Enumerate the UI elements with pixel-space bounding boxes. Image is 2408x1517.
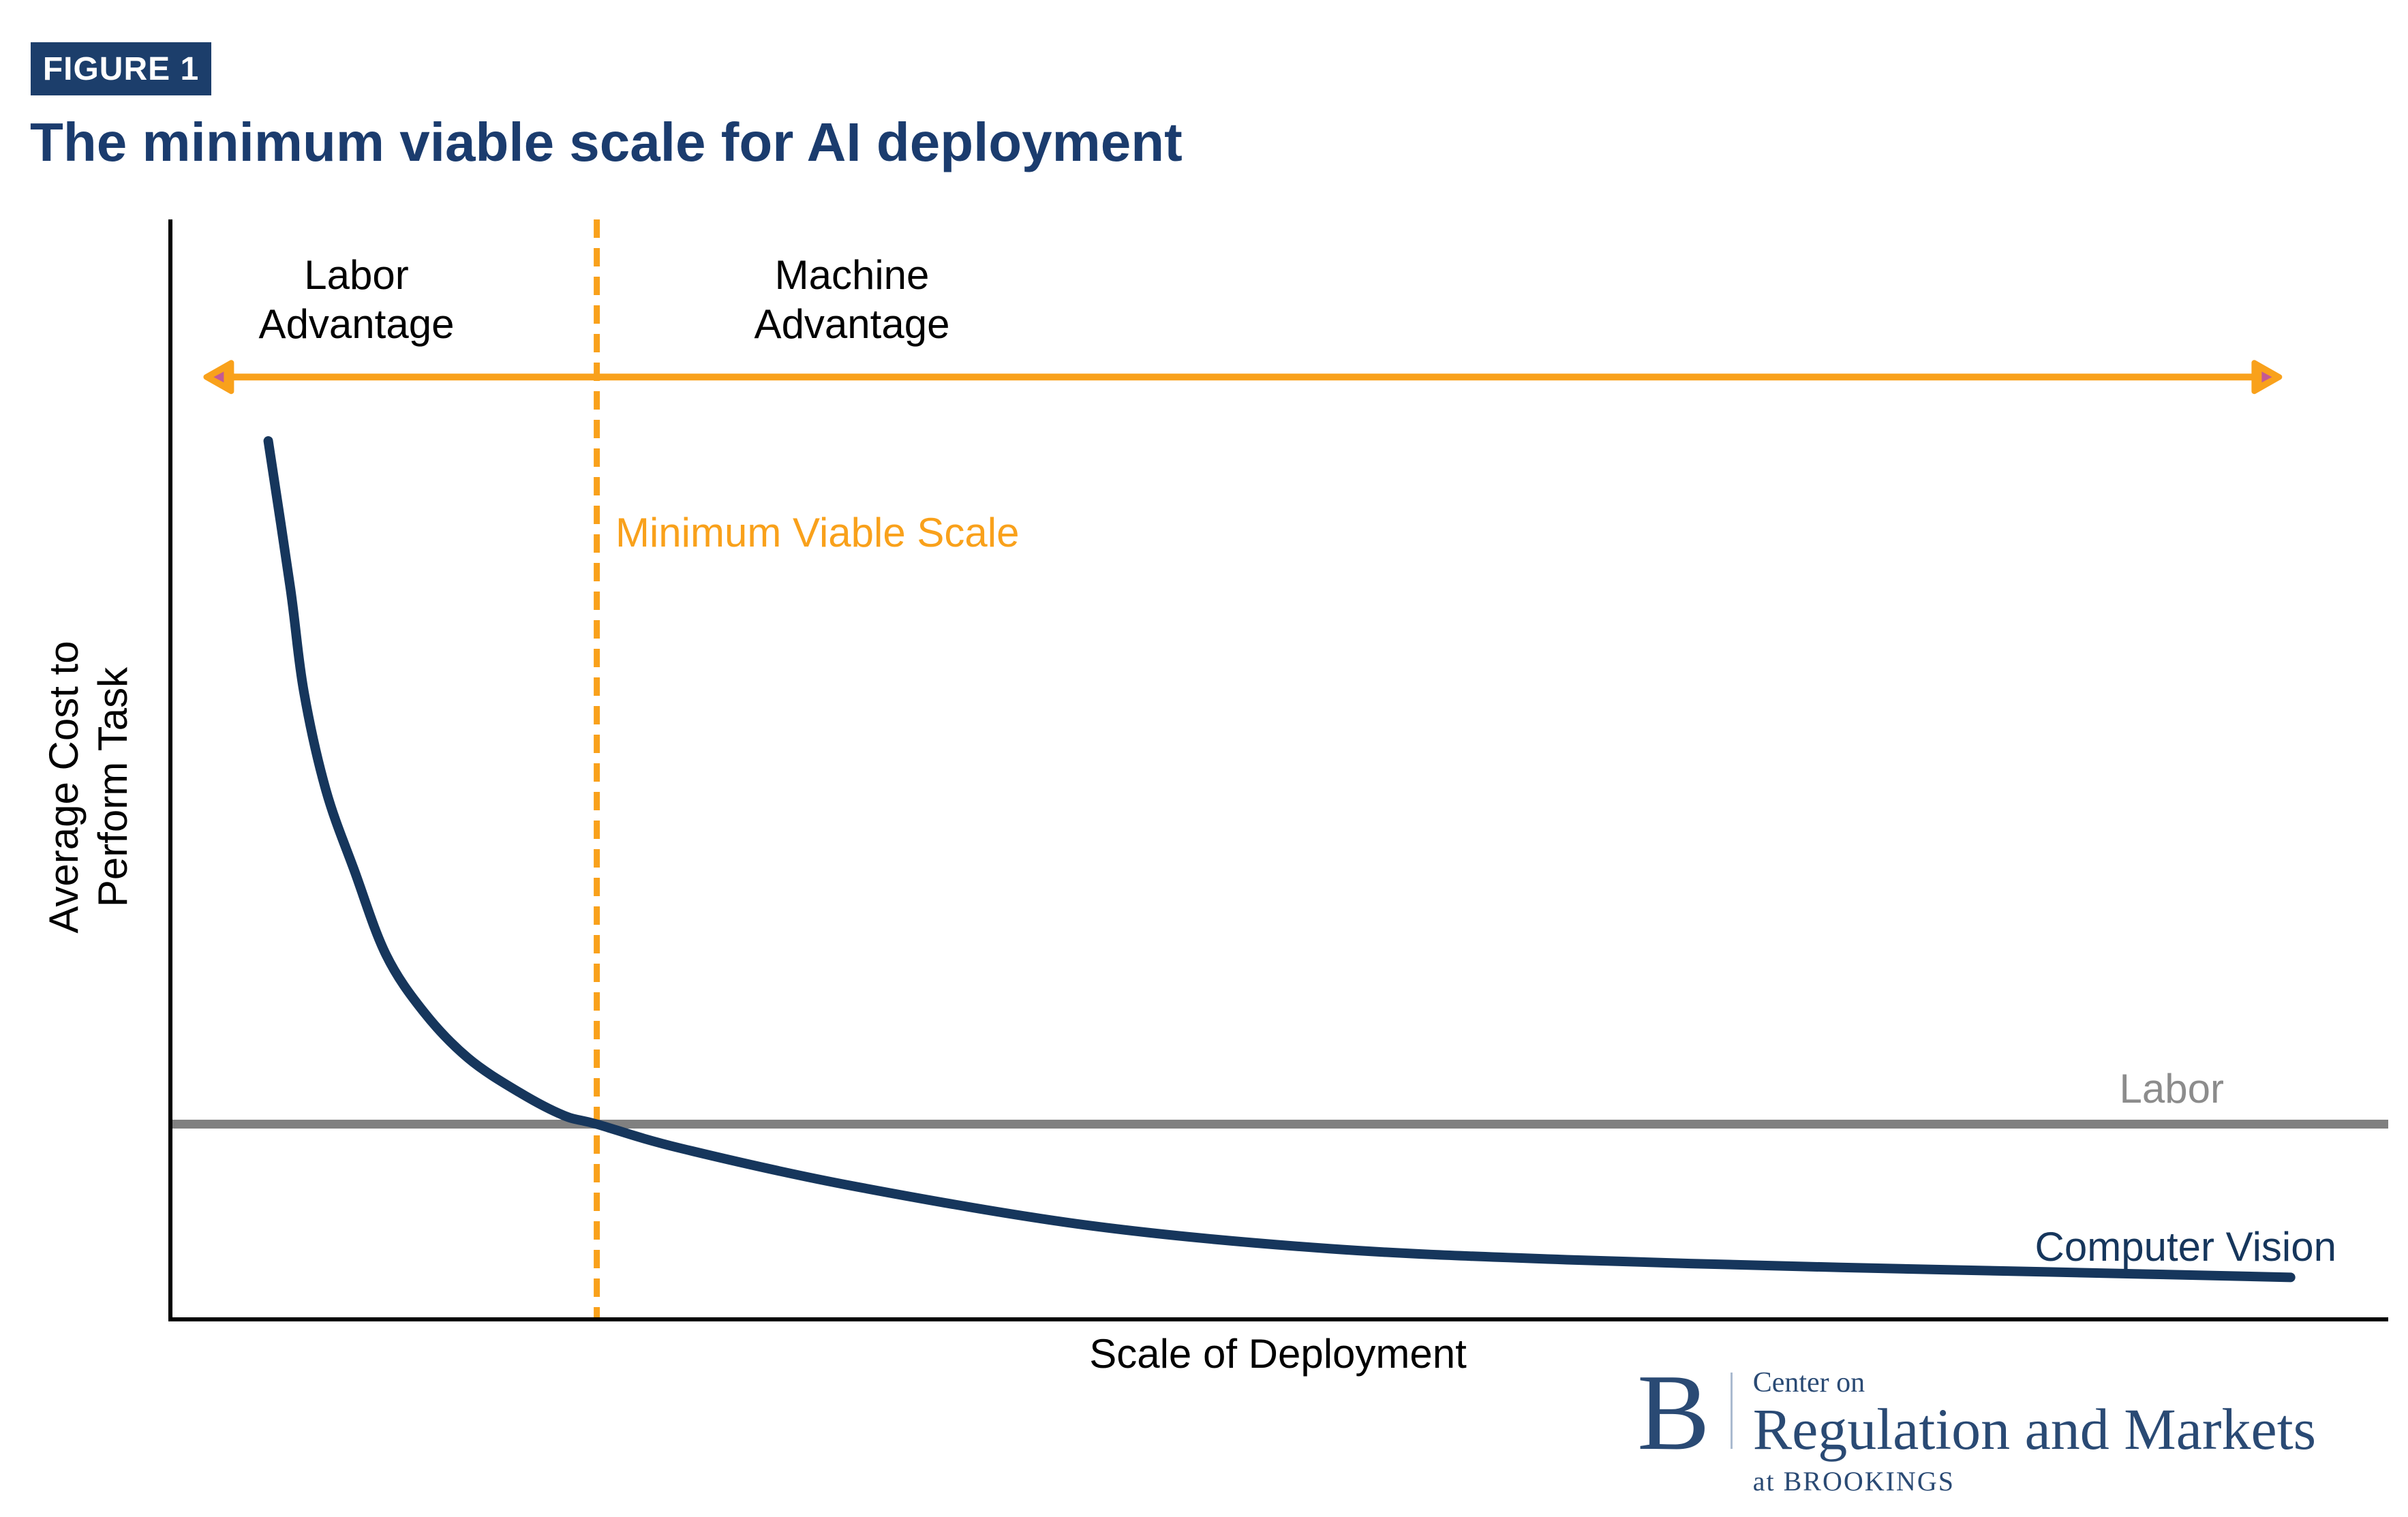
minimum-viable-scale-label: Minimum Viable Scale [615, 510, 1020, 555]
logo-divider [1730, 1373, 1733, 1449]
labor-advantage-label: Labor Advantage [258, 252, 455, 347]
computer-vision-label: Computer Vision [2034, 1224, 2336, 1270]
arrow-head-right-inner-icon [2261, 371, 2272, 383]
logo-center-on: Center on [1752, 1367, 1865, 1398]
plot-area: Labor Advantage Machine Advantage Minimu… [168, 219, 2388, 1321]
logo-at-brookings: at BROOKINGS [1752, 1466, 1955, 1497]
machine-advantage-label: Machine Advantage [754, 252, 950, 347]
computer-vision-cost-curve [263, 436, 2296, 1283]
labor-line-label: Labor [2119, 1066, 2224, 1112]
arrow-head-left-inner-icon [213, 371, 224, 383]
logo-b-initial: B [1637, 1351, 1710, 1473]
brookings-logo: B Center on Regulation and Markets at BR… [1637, 1351, 2316, 1495]
logo-text-block: Center on Regulation and Markets at BROO… [1753, 1364, 2316, 1495]
figure-tag-badge: FIGURE 1 [31, 42, 211, 95]
x-axis-label: Scale of Deployment [1089, 1331, 1467, 1377]
logo-regulation-and-markets: Regulation and Markets [1752, 1396, 2317, 1462]
y-axis-label: Average Cost to Perform Task [41, 641, 136, 934]
figure-title: The minimum viable scale for AI deployme… [30, 112, 1183, 172]
chart-canvas [168, 219, 2388, 1321]
